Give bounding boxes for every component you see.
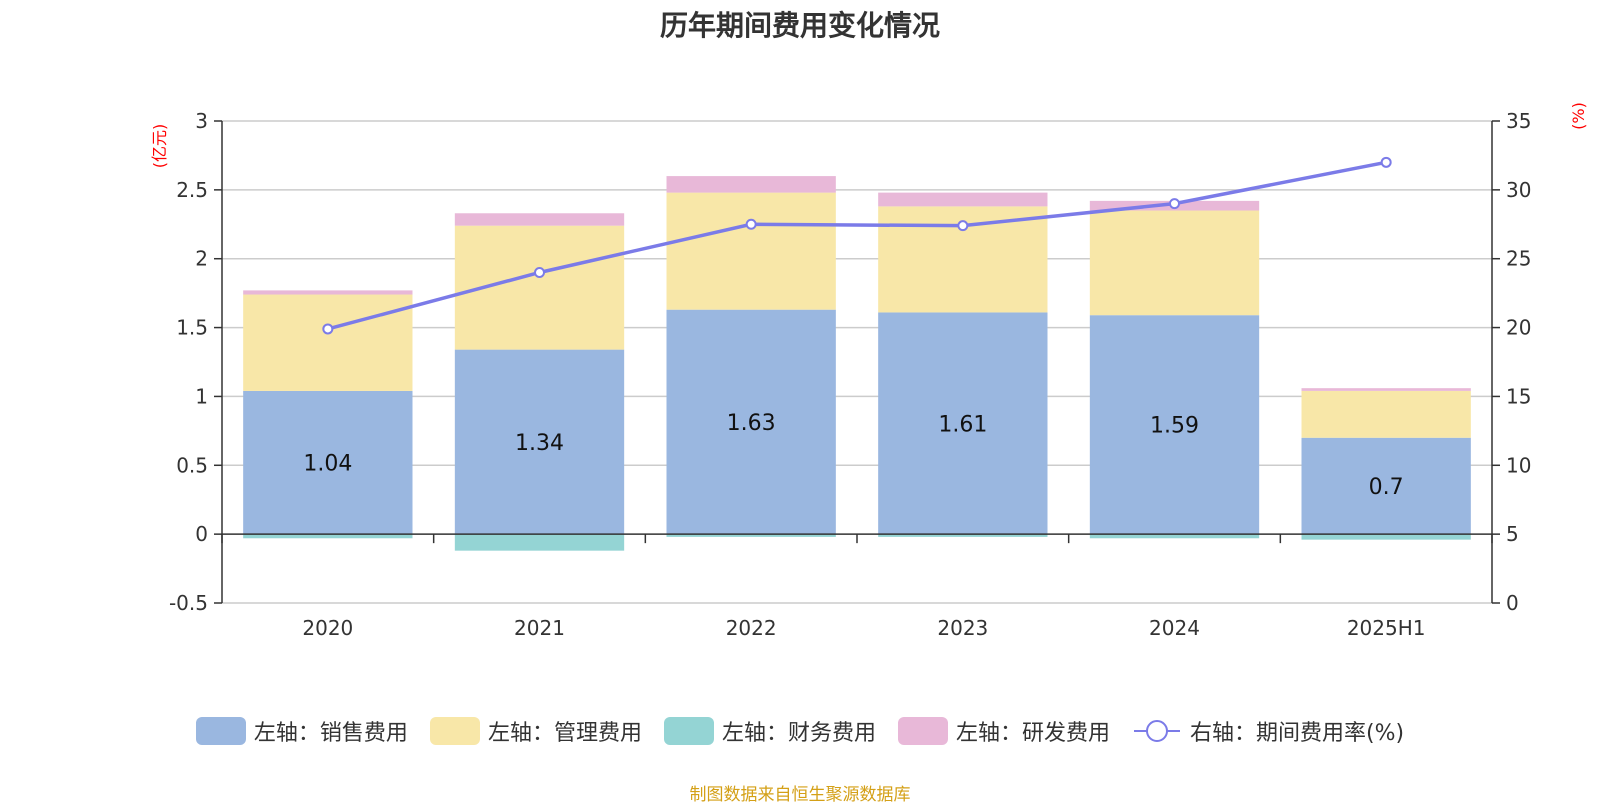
left-axis-tick-label: 3 (195, 109, 208, 133)
legend-label: 左轴：研发费用 (955, 721, 1110, 746)
bar-1-2022 (666, 192, 836, 310)
left-axis-tick-label: 2.5 (176, 178, 208, 202)
legend-swatch (897, 717, 948, 745)
data-label: 0.7 (1369, 475, 1404, 500)
grid-lines (222, 120, 1492, 604)
right-axis-tick-label: 30 (1506, 178, 1531, 202)
right-axis-tick-label: 35 (1506, 109, 1531, 133)
data-label: 1.34 (515, 431, 564, 456)
bar-3-2022 (666, 176, 836, 193)
left-axis-unit: (亿元) (150, 124, 169, 169)
data-label: 1.04 (303, 452, 352, 477)
rate-point (957, 220, 969, 232)
bar-0-2020 (243, 390, 413, 535)
chart-title: 历年期间费用变化情况 (659, 9, 940, 42)
legend-line-marker (1133, 720, 1180, 742)
right-axis-unit: (%) (1569, 102, 1588, 130)
bar-3-2023 (878, 192, 1048, 207)
bar-1-2025H1 (1301, 390, 1471, 438)
bar-group (243, 176, 1471, 551)
bar-2-2023 (878, 534, 1048, 537)
x-axis-tick-label: 2021 (514, 616, 565, 640)
data-label: 1.59 (1150, 414, 1199, 439)
rate-line-group (322, 156, 1392, 335)
right-axis-tick-label: 15 (1506, 384, 1531, 408)
bar-2-2024 (1089, 534, 1260, 539)
axes: 3 2.5 2 1.5 1 0.5 0 -0.5 35 30 25 20 15 10 5 0 (亿元) (%) 20… (150, 102, 1588, 640)
bar-0-2021 (454, 349, 625, 535)
bar-0-2022 (666, 309, 836, 535)
source-note: 制图数据来自恒生聚源数据库 (689, 785, 911, 805)
bar-2-2022 (666, 534, 836, 537)
bar-2-2025H1 (1301, 534, 1471, 540)
legend: 左轴：销售费用 左轴：管理费用 左轴：财务费用 左轴：研发费用 右轴：期间费用率(%) (0, 715, 1600, 747)
x-axis-tick-label: 2020 (302, 616, 353, 640)
data-label: 1.61 (938, 412, 987, 437)
x-axis-tick-label: 2022 (726, 616, 777, 640)
label-group: 1.04 1.34 1.63 1.61 1.59 0.7 (303, 411, 1403, 500)
legend-swatch (195, 717, 246, 745)
bar-3-2021 (454, 213, 625, 226)
rate-point (322, 323, 334, 335)
legend-label: 左轴：管理费用 (487, 721, 642, 746)
bar-0-2023 (878, 312, 1048, 535)
chart-plot: 3 2.5 2 1.5 1 0.5 0 -0.5 35 30 25 20 15 10 5 0 (亿元) (%) 20… (150, 102, 1588, 640)
rate-line (327, 160, 1387, 331)
legend-label: 右轴：期间费用率(%) (1189, 721, 1405, 746)
legend-item[interactable]: 左轴：管理费用 (429, 715, 642, 747)
bar-2-2020 (243, 534, 413, 539)
bar-0-2024 (1089, 315, 1260, 535)
legend-swatch (429, 717, 480, 745)
legend-item[interactable]: 左轴：销售费用 (195, 715, 408, 747)
left-axis-tick-label: 1 (195, 384, 208, 408)
bar-1-2024 (1089, 210, 1260, 316)
bar-0-2025H1 (1301, 437, 1471, 535)
x-axis-tick-label: 2024 (1149, 616, 1200, 640)
rate-point (1380, 156, 1392, 168)
bar-3-2025H1 (1301, 388, 1471, 391)
rate-point (534, 266, 545, 278)
bar-3-2020 (243, 290, 413, 295)
right-axis-tick-label: 20 (1506, 316, 1531, 340)
legend-swatch (663, 717, 714, 745)
left-axis-tick-label: 2 (195, 247, 208, 271)
left-axis-tick-label: 0 (195, 522, 208, 546)
right-axis-tick-label: 5 (1506, 522, 1519, 546)
legend-label: 左轴：销售费用 (253, 721, 408, 746)
rate-point (1169, 198, 1180, 210)
x-axis-tick-label: 2023 (937, 616, 988, 640)
right-axis-tick-label: 10 (1506, 453, 1531, 477)
left-axis-tick-label: 0.5 (176, 453, 208, 477)
right-axis-tick-label: 0 (1506, 591, 1519, 615)
left-axis-tick-label: -0.5 (169, 591, 208, 615)
right-axis-tick-label: 25 (1506, 247, 1531, 271)
bar-1-2020 (243, 294, 413, 391)
bar-2-2021 (454, 534, 625, 551)
legend-item[interactable]: 右轴：期间费用率(%) (1132, 715, 1404, 747)
x-axis-tick-label: 2025H1 (1347, 616, 1426, 640)
legend-label: 左轴：财务费用 (721, 721, 876, 746)
data-label: 1.63 (727, 411, 776, 436)
left-axis-tick-label: 1.5 (176, 316, 208, 340)
rate-point (745, 218, 757, 230)
legend-item[interactable]: 左轴：研发费用 (897, 715, 1110, 747)
legend-item[interactable]: 左轴：财务费用 (663, 715, 876, 747)
